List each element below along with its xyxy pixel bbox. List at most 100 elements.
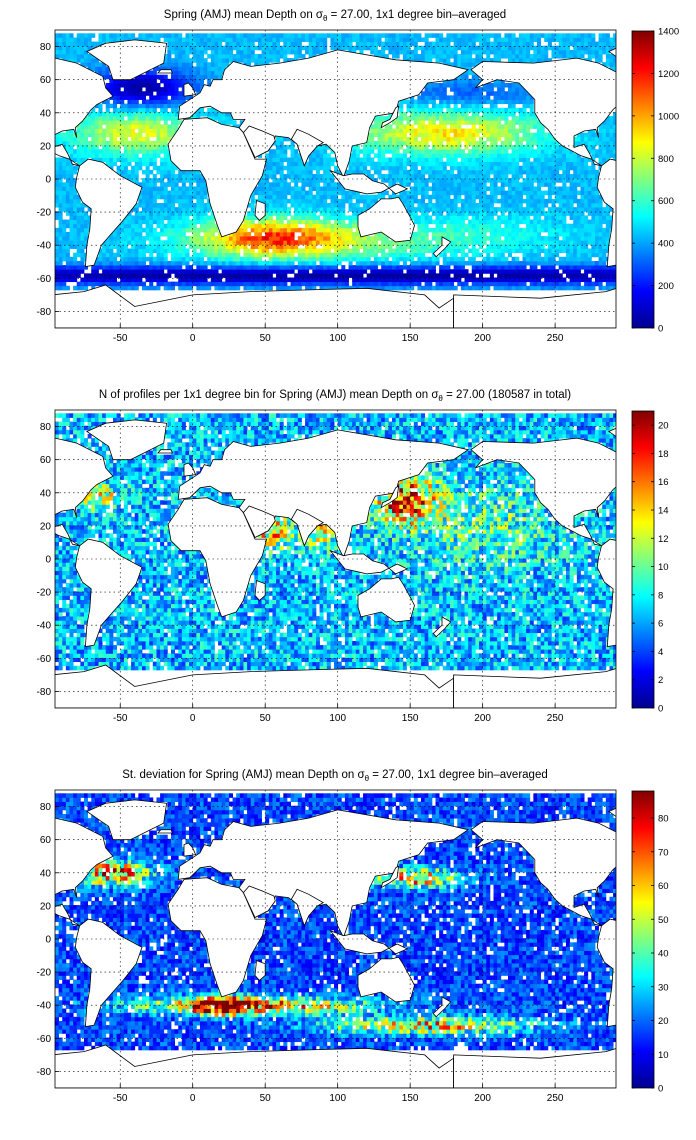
- heatmap-cell: [127, 256, 132, 262]
- heatmap-cell: [55, 165, 60, 171]
- heatmap-cell: [573, 174, 578, 179]
- heatmap-cell: [65, 240, 70, 245]
- heatmap-cell: [196, 178, 201, 183]
- heatmap-cell: [446, 248, 451, 254]
- heatmap-cell: [402, 285, 407, 291]
- heatmap-cell: [522, 244, 527, 249]
- heatmap-cell: [156, 277, 161, 283]
- heatmap-cell: [152, 157, 157, 163]
- heatmap-cell: [384, 174, 389, 179]
- heatmap-cell: [149, 223, 154, 229]
- heatmap-cell: [373, 269, 378, 274]
- heatmap-cell: [471, 227, 476, 233]
- heatmap-cell: [261, 215, 266, 220]
- heatmap-cell: [232, 240, 237, 245]
- heatmap-cell: [468, 182, 473, 187]
- heatmap-cell: [406, 203, 411, 208]
- heatmap-cell: [450, 219, 455, 225]
- heatmap-cell: [141, 178, 146, 183]
- heatmap-cell: [120, 132, 125, 138]
- heatmap-cell: [475, 285, 480, 291]
- heatmap-cell: [435, 215, 440, 220]
- heatmap-cell: [388, 161, 393, 167]
- heatmap-cell: [62, 277, 67, 283]
- heatmap-cell: [613, 273, 616, 278]
- heatmap-cell: [123, 265, 128, 270]
- heatmap-cell: [189, 285, 194, 291]
- heatmap-cell: [363, 145, 368, 150]
- heatmap-cell: [526, 219, 531, 225]
- heatmap-cell: [526, 203, 531, 208]
- heatmap-cell: [145, 186, 150, 191]
- heatmap-cell: [181, 211, 186, 216]
- heatmap-cell: [286, 169, 291, 175]
- heatmap-cell: [319, 223, 324, 229]
- heatmap-cell: [94, 260, 99, 266]
- heatmap-cell: [518, 227, 523, 233]
- heatmap-cell: [468, 153, 473, 158]
- heatmap-cell: [138, 103, 143, 109]
- heatmap-cell: [580, 215, 585, 220]
- heatmap-cell: [460, 103, 465, 109]
- heatmap-cell: [58, 169, 63, 175]
- heatmap-cell: [587, 260, 592, 266]
- heatmap-cell: [76, 161, 81, 167]
- heatmap-cell: [163, 111, 168, 117]
- heatmap-cell: [80, 207, 85, 212]
- heatmap-cell: [486, 169, 491, 175]
- heatmap-cell: [141, 194, 146, 200]
- heatmap-cell: [587, 190, 592, 196]
- heatmap-cell: [315, 277, 320, 283]
- heatmap-cell: [268, 203, 273, 208]
- heatmap-cell: [544, 240, 549, 245]
- heatmap-cell: [330, 265, 335, 270]
- heatmap-cell: [377, 273, 382, 278]
- heatmap-cell: [98, 273, 103, 278]
- heatmap-cell: [210, 219, 215, 225]
- heatmap-cell: [518, 174, 523, 179]
- heatmap-cell: [424, 203, 429, 208]
- heatmap-cell: [149, 124, 154, 129]
- heatmap-cell: [102, 111, 107, 117]
- heatmap-cell: [482, 240, 487, 245]
- heatmap-cell: [120, 227, 125, 233]
- heatmap-cell: [73, 269, 78, 274]
- heatmap-cell: [145, 140, 150, 146]
- heatmap-cell: [471, 194, 476, 200]
- heatmap-cell: [453, 194, 458, 200]
- heatmap-cell: [174, 231, 179, 237]
- heatmap-cell: [131, 153, 136, 158]
- heatmap-cell: [76, 128, 81, 134]
- heatmap-cell: [370, 128, 375, 134]
- heatmap-cell: [460, 223, 465, 229]
- heatmap-cell: [522, 236, 527, 241]
- heatmap-cell: [511, 227, 516, 233]
- heatmap-cell: [518, 248, 523, 254]
- heatmap-cell: [464, 165, 469, 171]
- heatmap-cell: [410, 149, 415, 154]
- heatmap-cell: [399, 120, 404, 125]
- heatmap-cell: [102, 269, 107, 274]
- heatmap-cell: [160, 140, 165, 146]
- heatmap-cell: [489, 248, 494, 254]
- heatmap-cell: [141, 273, 146, 278]
- heatmap-cell: [312, 198, 317, 204]
- heatmap-cell: [562, 190, 567, 196]
- heatmap-cell: [370, 198, 375, 204]
- heatmap-cell: [417, 174, 422, 179]
- heatmap-cell: [450, 149, 455, 154]
- heatmap-cell: [272, 169, 277, 175]
- heatmap-cell: [493, 256, 498, 262]
- heatmap-cell: [587, 174, 592, 179]
- heatmap-cell: [105, 244, 110, 249]
- heatmap-cell: [65, 269, 70, 274]
- heatmap-cell: [515, 161, 520, 167]
- heatmap-cell: [131, 136, 136, 142]
- heatmap-cell: [73, 157, 78, 163]
- heatmap-cell: [192, 236, 197, 241]
- heatmap-cell: [185, 248, 190, 254]
- heatmap-cell: [460, 157, 465, 163]
- heatmap-cell: [352, 252, 357, 258]
- heatmap-cell: [152, 132, 157, 138]
- heatmap-cell: [308, 244, 313, 249]
